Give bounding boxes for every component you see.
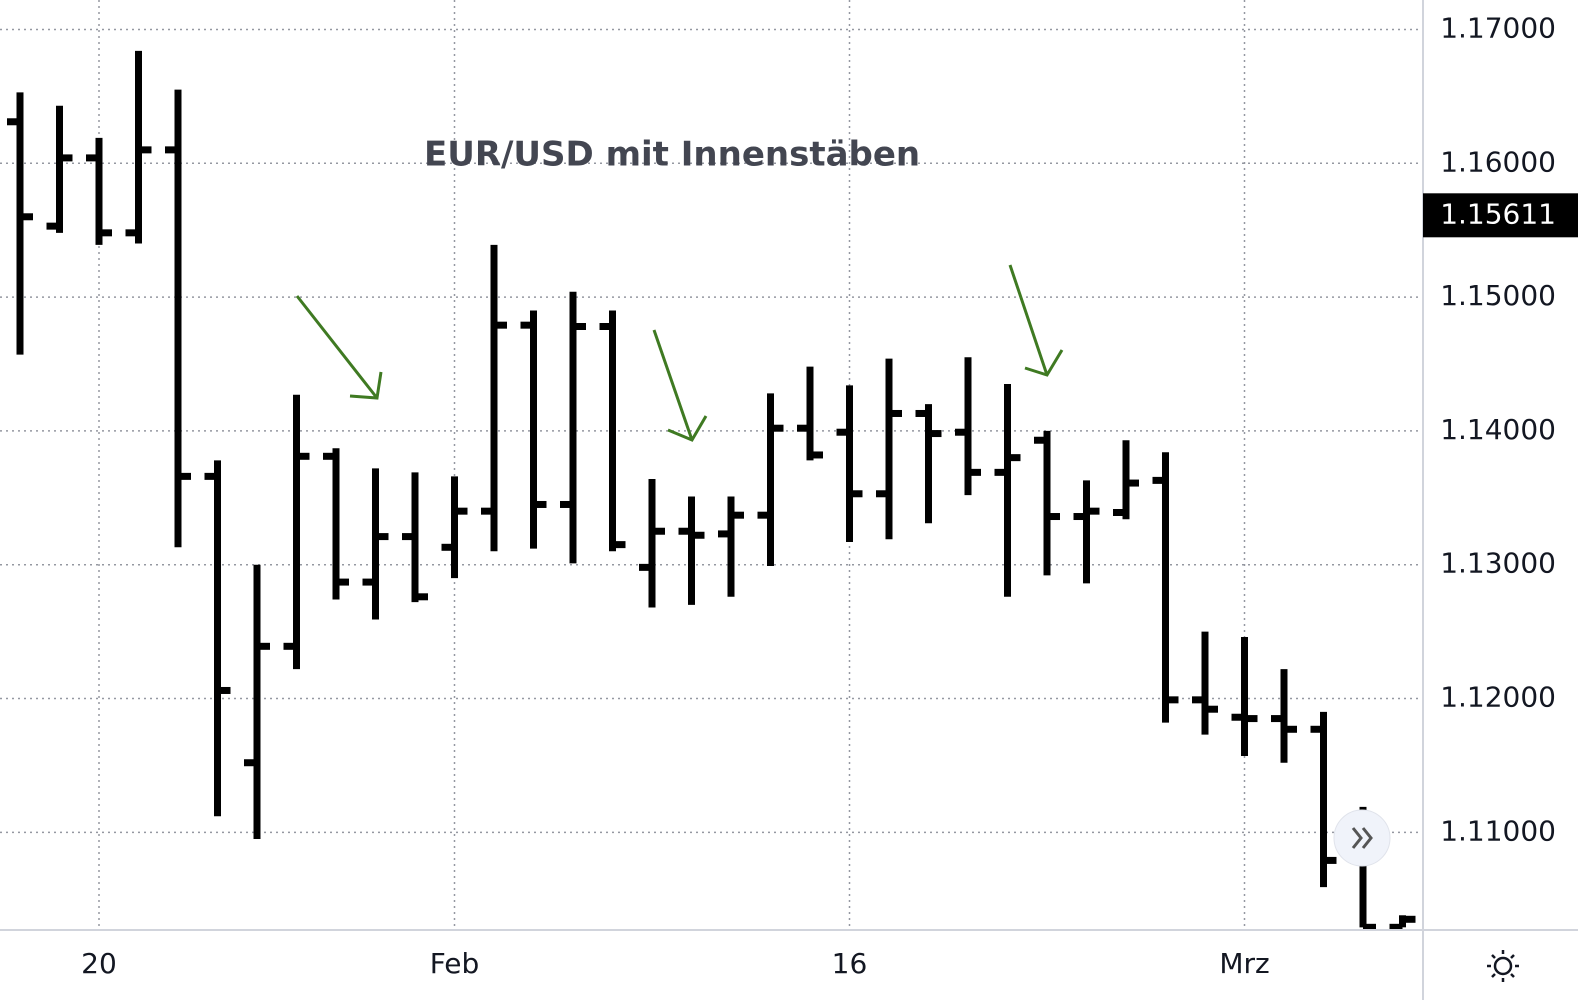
x-tick-label: 16 xyxy=(832,947,868,980)
axes: 1.11000 1.12000 1.13000 1.14000 1.15000 1.160… xyxy=(81,11,1578,980)
settings-icon[interactable] xyxy=(1487,950,1519,982)
chart-title: EUR/USD mit Innenstäben xyxy=(424,135,920,175)
y-tick-label: 1.16000 xyxy=(1440,145,1556,178)
y-tick-label: 1.15000 xyxy=(1440,279,1556,312)
x-tick-label: Mrz xyxy=(1219,947,1269,980)
x-tick-label: Feb xyxy=(430,947,480,980)
gear-teeth xyxy=(1487,950,1519,982)
y-tick-label: 1.17000 xyxy=(1440,11,1556,44)
scroll-button[interactable] xyxy=(1333,809,1391,867)
arrow xyxy=(1008,264,1064,377)
last-price-box xyxy=(1423,193,1578,238)
last-price-label: 1.15611 xyxy=(1440,197,1556,230)
annotation-arrows xyxy=(295,264,1064,442)
grid xyxy=(0,0,1423,930)
scroll-icon xyxy=(1351,827,1373,849)
arrow xyxy=(295,295,383,400)
arrow xyxy=(652,329,708,442)
bars xyxy=(7,50,1416,930)
y-tick-label: 1.12000 xyxy=(1440,681,1556,714)
y-tick-label: 1.14000 xyxy=(1440,413,1556,446)
y-tick-label: 1.13000 xyxy=(1440,547,1556,580)
x-tick-label: 20 xyxy=(81,947,117,980)
y-tick-label: 1.11000 xyxy=(1440,814,1556,847)
gear[interactable] xyxy=(1493,956,1513,976)
